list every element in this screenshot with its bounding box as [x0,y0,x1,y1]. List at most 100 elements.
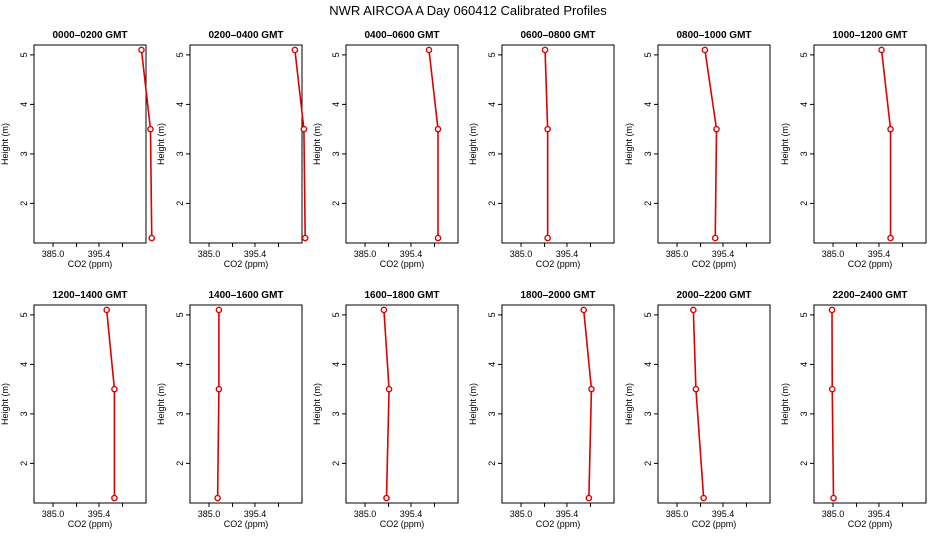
x-axis-label: CO2 (ppm) [848,519,893,529]
y-axis-label: Height (m) [624,123,634,165]
y-axis-label: Height (m) [780,383,790,425]
data-point [711,234,719,242]
y-tick-label: 5 [643,52,653,57]
data-point [300,125,308,133]
y-tick-label: 5 [19,52,29,57]
y-tick-label: 3 [19,151,29,156]
y-axis-label: Height (m) [780,123,790,165]
y-tick-label: 3 [643,151,653,156]
y-tick-label: 2 [487,461,497,466]
plot-frame [813,304,927,504]
profile-line [704,49,718,239]
data-point [215,306,223,314]
y-tick-label: 3 [175,151,185,156]
x-tick-label: 385.0 [354,249,377,259]
x-tick-label: 385.0 [822,249,845,259]
y-axis-label: Height (m) [312,123,322,165]
y-axis-label: Height (m) [312,383,322,425]
y-tick-label: 5 [331,52,341,57]
y-tick-label: 4 [331,102,341,107]
panel-title: 1400–1600 GMT [208,290,283,301]
x-tick-label: 385.0 [42,509,65,519]
data-point [138,46,145,54]
profile-line [140,49,153,239]
y-axis-label: Height (m) [0,123,10,165]
x-tick-label: 385.0 [510,509,533,519]
profile-line [880,49,892,239]
y-tick-label: 5 [799,312,809,317]
y-tick-label: 2 [175,461,185,466]
data-point [301,234,309,242]
x-tick-label: 385.0 [198,249,221,259]
y-tick-label: 4 [19,362,29,367]
y-tick-label: 3 [19,411,29,416]
panel-title: 2200–2400 GMT [832,290,907,301]
y-tick-label: 4 [799,102,809,107]
y-tick-label: 2 [19,461,29,466]
y-tick-label: 3 [175,411,185,416]
data-point [692,385,700,393]
y-tick-label: 3 [487,411,497,416]
y-tick-label: 2 [331,201,341,206]
y-axis-label: Height (m) [468,383,478,425]
y-axis-label: Height (m) [156,383,166,425]
plot-frame [345,304,459,504]
y-tick-label: 4 [799,362,809,367]
plot-frame [501,44,615,244]
y-tick-label: 2 [175,201,185,206]
x-axis-label: CO2 (ppm) [692,519,737,529]
x-tick-label: 395.4 [556,249,579,259]
x-tick-label: 395.4 [400,509,423,519]
data-point [580,306,588,314]
plot-frame [657,44,771,244]
x-tick-label: 395.4 [712,509,735,519]
panel-title: 1200–1400 GMT [52,290,127,301]
plot-frame [189,304,303,504]
y-tick-label: 4 [19,102,29,107]
x-tick-label: 395.4 [712,249,735,259]
y-tick-label: 5 [487,312,497,317]
data-point [541,46,549,54]
x-tick-label: 395.4 [88,509,111,519]
profile-line [582,309,593,499]
x-axis-label: CO2 (ppm) [380,519,425,529]
y-tick-label: 3 [799,151,809,156]
data-point [383,494,390,502]
y-tick-label: 5 [175,312,185,317]
x-axis-label: CO2 (ppm) [848,259,893,269]
data-point [887,234,894,242]
data-point [690,306,697,314]
data-point [147,125,154,133]
data-point [713,125,720,133]
y-tick-label: 3 [643,411,653,416]
y-axis-label: Height (m) [468,123,478,165]
profile-line [692,309,705,499]
profile-line [428,49,439,239]
panel-title: 0000–0200 GMT [52,30,127,41]
data-point [111,494,118,502]
y-tick-label: 4 [487,362,497,367]
x-tick-label: 395.4 [88,249,111,259]
data-point [828,385,836,393]
x-tick-label: 385.0 [822,509,845,519]
data-point [111,385,118,393]
y-tick-label: 3 [331,151,341,156]
data-point [887,125,894,133]
plot-frame [33,304,147,504]
profile-line [831,309,835,499]
plot-frame [813,44,927,244]
data-point [830,494,837,502]
panel-title: 1000–1200 GMT [832,30,907,41]
y-axis-label: Height (m) [624,383,634,425]
plot-frame [189,44,303,244]
